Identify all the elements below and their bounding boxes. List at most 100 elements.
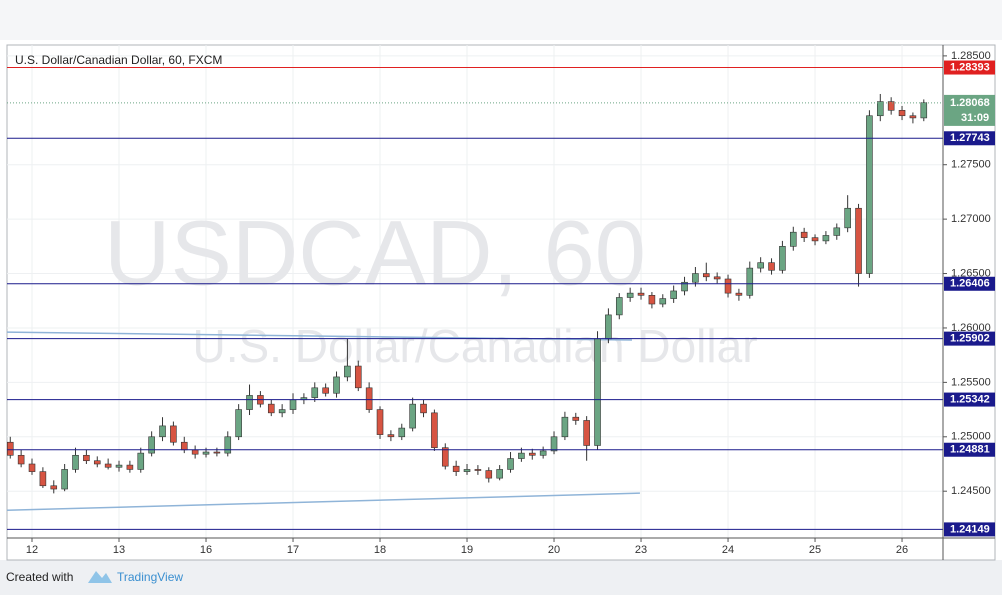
- candle-body: [909, 115, 917, 119]
- candle-body: [420, 403, 427, 414]
- x-tick-label: 17: [287, 544, 299, 556]
- candle-body: [6, 441, 14, 456]
- x-tick-label: 23: [635, 544, 647, 556]
- candle-body: [605, 314, 612, 340]
- candle-body: [855, 207, 862, 274]
- candle-body: [191, 449, 199, 455]
- candle-body: [583, 420, 590, 446]
- candle-body: [289, 399, 297, 410]
- candle-body: [50, 485, 58, 490]
- candle-body: [441, 447, 449, 467]
- y-tick-label: 1.25500: [951, 376, 991, 388]
- candle-body: [702, 273, 710, 278]
- candle-body: [637, 292, 645, 296]
- candle-body: [170, 425, 177, 443]
- top-bar: [0, 0, 1002, 40]
- candle-body: [17, 454, 25, 465]
- candle-body: [322, 387, 329, 394]
- candle-body: [615, 297, 623, 316]
- candle-body: [28, 463, 36, 472]
- candle-body: [822, 235, 830, 242]
- candle-body: [224, 436, 232, 454]
- x-tick-label: 20: [548, 544, 560, 556]
- candle-body: [387, 434, 395, 438]
- level-label-bg: [944, 522, 995, 537]
- level-label-bg: [944, 392, 995, 407]
- candle-body: [159, 425, 166, 438]
- footer-brand[interactable]: TradingView: [117, 570, 183, 584]
- candle-body: [485, 470, 493, 479]
- candle-body: [463, 469, 471, 472]
- candle-body: [137, 452, 145, 470]
- candle-body: [104, 463, 112, 468]
- candle-body: [83, 454, 90, 462]
- candle-body: [724, 278, 732, 294]
- candle-body: [670, 290, 677, 299]
- level-label-bg: [944, 442, 995, 457]
- y-tick-label: 1.28500: [951, 50, 991, 62]
- x-tick-label: 13: [113, 544, 125, 556]
- current-price-label: 1.28068: [950, 97, 990, 109]
- candle-body: [474, 469, 482, 471]
- candle-body: [692, 273, 699, 283]
- candle-body: [126, 464, 134, 470]
- plot: [6, 67, 943, 530]
- candle-body: [213, 451, 221, 454]
- candle-body: [333, 376, 340, 394]
- y-tick-label: 1.27500: [951, 159, 991, 171]
- y-tick-label: 1.26500: [951, 267, 991, 279]
- candle-body: [354, 365, 362, 389]
- candle-body: [376, 409, 384, 435]
- candle-body: [202, 451, 210, 455]
- level-label-bg: [944, 131, 995, 146]
- tradingview-logo: [88, 571, 112, 583]
- candle-body: [735, 292, 743, 296]
- candle-body: [844, 207, 851, 229]
- level-label: 1.24881: [950, 444, 990, 456]
- candle-body: [452, 465, 460, 472]
- candle-body: [539, 450, 547, 456]
- candle-body: [887, 101, 895, 111]
- candle-body: [833, 227, 841, 236]
- y-tick-label: 1.27000: [951, 213, 991, 225]
- level-label: 1.28393: [950, 61, 990, 73]
- candle-body: [496, 469, 503, 479]
- level-label-bg: [944, 60, 995, 75]
- candle-body: [409, 403, 416, 429]
- footer-created: Created with: [6, 570, 73, 584]
- candle-body: [550, 436, 558, 452]
- x-tick-label: 16: [200, 544, 212, 556]
- chart-title: U.S. Dollar/Canadian Dollar, 60, FXCM: [15, 53, 222, 67]
- candle-body: [746, 267, 754, 296]
- x-tick-label: 25: [809, 544, 821, 556]
- level-label: 1.25902: [950, 333, 990, 345]
- candle-body: [681, 281, 688, 292]
- candle-body: [898, 109, 906, 117]
- candle-body: [246, 395, 253, 410]
- candle-body: [398, 427, 406, 438]
- candle-body: [561, 416, 569, 438]
- x-tick-label: 12: [26, 544, 38, 556]
- candle-body: [115, 464, 123, 468]
- candle-body: [93, 460, 101, 465]
- candle-body: [757, 262, 764, 269]
- x-tick-label: 19: [461, 544, 473, 556]
- level-label: 1.24149: [950, 523, 990, 535]
- candle-body: [789, 231, 797, 247]
- y-tick-label: 1.24500: [951, 485, 991, 497]
- candle-body: [594, 338, 601, 446]
- candle-body: [267, 403, 275, 414]
- candle-body: [779, 246, 786, 271]
- candle-body: [507, 458, 514, 470]
- x-tick-label: 24: [722, 544, 734, 556]
- candle-body: [344, 365, 351, 378]
- candle-body: [72, 454, 79, 470]
- countdown-label: 31:09: [961, 112, 989, 124]
- candle-body: [39, 471, 47, 487]
- logo-icon: [88, 571, 112, 583]
- candle-body: [311, 387, 319, 398]
- candle-body: [626, 292, 634, 298]
- candle-body: [659, 298, 667, 305]
